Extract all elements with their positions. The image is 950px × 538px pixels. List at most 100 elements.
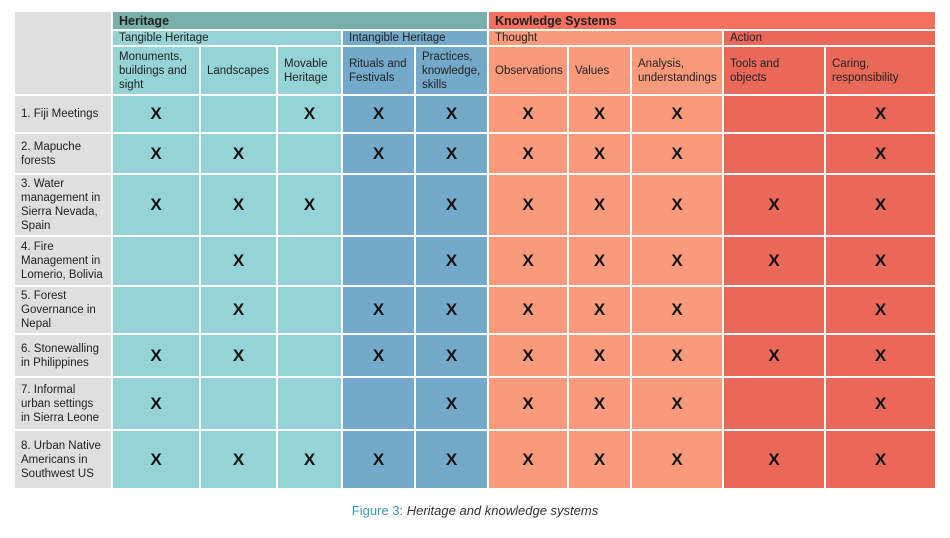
x-mark-cell: X xyxy=(416,287,487,333)
x-mark-cell: X xyxy=(826,335,935,376)
x-mark-cell: X xyxy=(201,431,276,488)
empty-cell xyxy=(343,175,414,235)
x-mark-cell: X xyxy=(113,96,199,132)
x-mark-cell: X xyxy=(489,287,567,333)
row-label: 1. Fiji Meetings xyxy=(15,96,111,132)
column-header: Monuments, buildings and sight xyxy=(113,47,199,94)
empty-cell xyxy=(278,237,341,285)
figure-caption: Figure 3: Heritage and knowledge systems xyxy=(0,503,950,518)
x-mark-cell: X xyxy=(724,237,824,285)
x-mark-cell: X xyxy=(724,175,824,235)
x-mark-cell: X xyxy=(826,378,935,429)
empty-cell xyxy=(343,237,414,285)
empty-cell xyxy=(278,335,341,376)
column-header: Movable Heritage xyxy=(278,47,341,94)
column-header: Analysis, understandings xyxy=(632,47,722,94)
column-header: Rituals and Festivals xyxy=(343,47,414,94)
x-mark-cell: X xyxy=(201,134,276,173)
x-mark-cell: X xyxy=(489,175,567,235)
empty-cell xyxy=(343,378,414,429)
x-mark-cell: X xyxy=(569,134,630,173)
x-mark-cell: X xyxy=(826,431,935,488)
empty-cell xyxy=(278,134,341,173)
column-header: Tools and objects xyxy=(724,47,824,94)
empty-cell xyxy=(201,378,276,429)
x-mark-cell: X xyxy=(569,96,630,132)
x-mark-cell: X xyxy=(489,335,567,376)
x-mark-cell: X xyxy=(632,237,722,285)
x-mark-cell: X xyxy=(569,237,630,285)
x-mark-cell: X xyxy=(416,431,487,488)
x-mark-cell: X xyxy=(416,378,487,429)
empty-cell xyxy=(278,287,341,333)
x-mark-cell: X xyxy=(113,335,199,376)
caption-text: Heritage and knowledge systems xyxy=(406,503,599,518)
x-mark-cell: X xyxy=(278,96,341,132)
x-mark-cell: X xyxy=(826,96,935,132)
x-mark-cell: X xyxy=(826,237,935,285)
x-mark-cell: X xyxy=(632,96,722,132)
x-mark-cell: X xyxy=(416,175,487,235)
x-mark-cell: X xyxy=(489,378,567,429)
x-mark-cell: X xyxy=(569,335,630,376)
subgroup-intangible-heritage: Intangible Heritage xyxy=(343,31,487,45)
x-mark-cell: X xyxy=(416,134,487,173)
column-header: Values xyxy=(569,47,630,94)
row-label: 8. Urban Native Americans in Southwest U… xyxy=(15,431,111,488)
empty-cell xyxy=(724,378,824,429)
x-mark-cell: X xyxy=(632,378,722,429)
x-mark-cell: X xyxy=(201,237,276,285)
section-header-knowledge-systems: Knowledge Systems xyxy=(489,12,935,29)
column-header: Practices, knowledge, skills xyxy=(416,47,487,94)
x-mark-cell: X xyxy=(632,431,722,488)
x-mark-cell: X xyxy=(416,237,487,285)
x-mark-cell: X xyxy=(489,237,567,285)
x-mark-cell: X xyxy=(632,335,722,376)
x-mark-cell: X xyxy=(343,96,414,132)
row-label: 6. Stonewalling in Philippines xyxy=(15,335,111,376)
x-mark-cell: X xyxy=(343,134,414,173)
empty-cell xyxy=(113,237,199,285)
x-mark-cell: X xyxy=(826,287,935,333)
empty-cell xyxy=(113,287,199,333)
row-label: 3. Water management in Sierra Nevada, Sp… xyxy=(15,175,111,235)
x-mark-cell: X xyxy=(632,134,722,173)
x-mark-cell: X xyxy=(278,431,341,488)
x-mark-cell: X xyxy=(826,175,935,235)
x-mark-cell: X xyxy=(632,287,722,333)
x-mark-cell: X xyxy=(113,134,199,173)
x-mark-cell: X xyxy=(416,96,487,132)
row-label: 2. Mapuche forests xyxy=(15,134,111,173)
heritage-knowledge-table: Heritage Knowledge Systems Tangible Herita… xyxy=(15,12,935,488)
x-mark-cell: X xyxy=(569,175,630,235)
x-mark-cell: X xyxy=(113,378,199,429)
x-mark-cell: X xyxy=(113,175,199,235)
row-label: 5. Forest Governance in Nepal xyxy=(15,287,111,333)
x-mark-cell: X xyxy=(201,287,276,333)
x-mark-cell: X xyxy=(489,431,567,488)
x-mark-cell: X xyxy=(569,378,630,429)
empty-cell xyxy=(724,134,824,173)
subgroup-tangible-heritage: Tangible Heritage xyxy=(113,31,341,45)
x-mark-cell: X xyxy=(201,335,276,376)
subgroup-thought: Thought xyxy=(489,31,722,45)
x-mark-cell: X xyxy=(343,335,414,376)
x-mark-cell: X xyxy=(113,431,199,488)
empty-cell xyxy=(724,287,824,333)
x-mark-cell: X xyxy=(632,175,722,235)
empty-cell xyxy=(724,96,824,132)
caption-label: Figure 3: xyxy=(351,503,404,518)
row-label: 4. Fire Management in Lomerio, Bolivia xyxy=(15,237,111,285)
x-mark-cell: X xyxy=(343,287,414,333)
empty-cell xyxy=(201,96,276,132)
column-header: Caring, responsibility xyxy=(826,47,935,94)
x-mark-cell: X xyxy=(489,96,567,132)
x-mark-cell: X xyxy=(826,134,935,173)
corner-cell xyxy=(15,12,111,94)
x-mark-cell: X xyxy=(724,335,824,376)
x-mark-cell: X xyxy=(201,175,276,235)
column-header: Landscapes xyxy=(201,47,276,94)
empty-cell xyxy=(278,378,341,429)
column-header: Observations xyxy=(489,47,567,94)
x-mark-cell: X xyxy=(569,431,630,488)
